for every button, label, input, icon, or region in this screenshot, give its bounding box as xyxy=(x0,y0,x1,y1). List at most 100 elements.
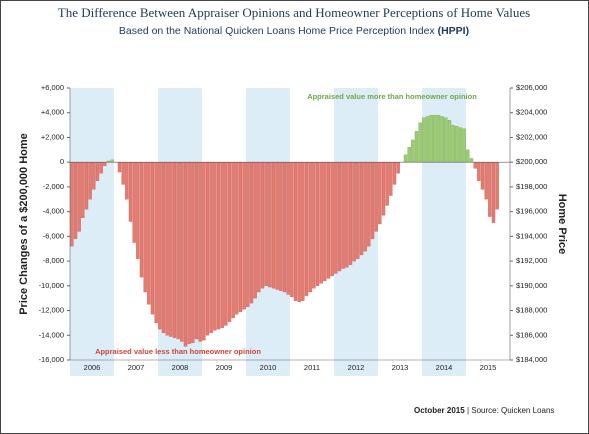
bar xyxy=(308,162,312,293)
bar xyxy=(202,162,206,341)
bar xyxy=(451,124,455,163)
y2-tick-label: $204,000 xyxy=(516,108,547,117)
y-tick-label: -2,000 xyxy=(43,182,64,191)
bar xyxy=(132,162,136,243)
bar xyxy=(191,162,195,343)
bar xyxy=(260,162,265,289)
bar xyxy=(433,115,437,163)
bar xyxy=(440,116,444,163)
bar xyxy=(150,162,155,315)
bar xyxy=(121,162,125,185)
bar xyxy=(301,162,305,301)
y2-tick-label: $194,000 xyxy=(516,231,547,240)
bar xyxy=(183,162,188,347)
bar xyxy=(422,117,426,163)
plot: 2006 2007 2008 2009 2010 2011 2012 2013 2014 2015… xyxy=(39,83,547,376)
x-tick-label: 2008 xyxy=(172,363,189,372)
bar xyxy=(103,162,107,167)
x-tick-label: 2006 xyxy=(84,363,101,372)
bar xyxy=(429,115,433,163)
bar xyxy=(143,162,147,293)
x-tick-label: 2009 xyxy=(216,363,233,372)
y-tick-label: -16,000 xyxy=(39,355,64,364)
bar xyxy=(312,162,316,289)
bar xyxy=(385,162,389,206)
y2-tick-label: $206,000 xyxy=(516,83,547,92)
annotation: Appraised value more than homeowner opin… xyxy=(307,92,477,101)
bar xyxy=(282,162,287,293)
y2-tick-label: $198,000 xyxy=(516,182,547,191)
bar xyxy=(125,162,129,200)
y-tick-label: +6,000 xyxy=(41,83,64,92)
bar xyxy=(213,162,217,331)
y-tick-label: -6,000 xyxy=(43,231,64,240)
y2-tick-label: $192,000 xyxy=(516,256,547,265)
bar xyxy=(462,128,466,163)
y-tick-label: -14,000 xyxy=(39,330,64,339)
bar xyxy=(242,162,246,310)
bar xyxy=(92,162,96,190)
year-band xyxy=(422,88,466,376)
bar xyxy=(235,162,239,315)
subtitle-text: Based on the National Quicken Loans Home… xyxy=(119,25,436,37)
bar xyxy=(81,162,85,218)
y-tick-label: -12,000 xyxy=(39,306,64,315)
bar xyxy=(194,162,199,340)
bar xyxy=(370,162,375,239)
y2-tick-label: $186,000 xyxy=(516,330,547,339)
bar xyxy=(418,122,422,163)
bar xyxy=(392,162,397,185)
x-tick-label: 2007 xyxy=(128,363,145,372)
bar xyxy=(466,149,470,163)
y2-tick-label: $190,000 xyxy=(516,281,547,290)
bar xyxy=(169,162,173,337)
bar xyxy=(455,126,459,163)
bar xyxy=(348,162,353,265)
bar xyxy=(345,162,349,268)
bar xyxy=(323,162,327,282)
y-tick-label: -8,000 xyxy=(43,256,64,265)
bar xyxy=(253,162,257,299)
bar xyxy=(290,162,294,298)
bar xyxy=(165,162,169,336)
bar xyxy=(414,131,419,163)
bar xyxy=(73,162,78,239)
y2-axis-label: Home Price xyxy=(556,194,568,255)
bar xyxy=(99,162,103,174)
bar xyxy=(403,154,408,163)
bar xyxy=(180,162,184,342)
bar xyxy=(389,162,393,196)
y-tick-label: +2,000 xyxy=(41,132,64,141)
bar xyxy=(147,162,151,305)
bar xyxy=(341,162,345,269)
bar xyxy=(425,116,430,163)
bar xyxy=(293,162,298,301)
bar xyxy=(367,162,371,247)
bar xyxy=(484,162,488,200)
x-tick-label: 2013 xyxy=(392,363,409,372)
bar xyxy=(407,147,411,163)
bar xyxy=(271,162,276,289)
y-axis-label: Price Changes of a $200,000 Home xyxy=(18,133,30,315)
bar xyxy=(187,162,191,345)
bar xyxy=(139,162,144,278)
bar xyxy=(411,139,415,163)
footer-source: | Source: Quicken Loans xyxy=(467,406,554,415)
y2-tick-label: $200,000 xyxy=(516,157,547,166)
bar xyxy=(70,162,74,247)
y-tick-label: -10,000 xyxy=(39,281,64,290)
bar xyxy=(473,162,477,169)
bar xyxy=(209,162,213,333)
bar xyxy=(136,162,140,259)
bar xyxy=(238,162,243,312)
bar xyxy=(246,162,250,307)
bar xyxy=(469,158,474,163)
year-band xyxy=(70,88,114,376)
bar xyxy=(220,162,224,329)
bar xyxy=(95,162,100,181)
bar xyxy=(337,162,342,272)
year-band xyxy=(158,88,202,376)
bar xyxy=(231,162,235,319)
y2-tick-label: $202,000 xyxy=(516,132,547,141)
